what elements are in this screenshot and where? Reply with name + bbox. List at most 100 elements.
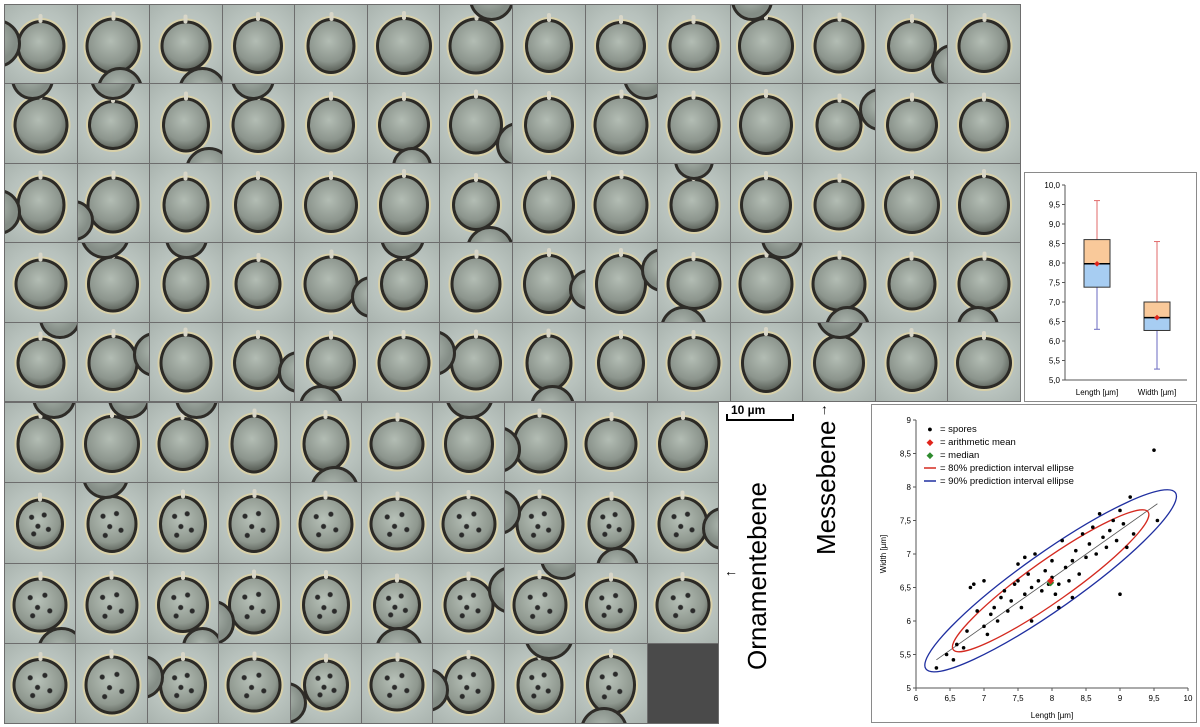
spore-image-tile [576, 483, 647, 563]
spore-image [443, 655, 495, 714]
scatter-y-tick-label: 6,5 [900, 584, 912, 593]
scatter-point [985, 632, 990, 637]
scatter-ellipse-80 [951, 509, 1150, 653]
spore-image [16, 176, 66, 234]
spore-image [740, 176, 793, 233]
scatter-point [982, 624, 986, 629]
spore-image [160, 20, 212, 72]
spore-image [230, 414, 278, 474]
scatter-point [944, 652, 949, 657]
spore-image-tile [433, 563, 504, 643]
spore-image [228, 575, 281, 635]
boxplot-upper-box [1083, 239, 1111, 265]
scatter-y-tick-label: 7,5 [900, 517, 912, 526]
scatter-point [972, 582, 976, 586]
scatter-point [934, 666, 939, 670]
scatter-point [1152, 448, 1156, 452]
spore-image-tile [803, 5, 875, 84]
spore-image [303, 255, 359, 313]
spore-image-tile [585, 84, 658, 163]
spore-image-tile [440, 243, 512, 322]
spore-image [515, 495, 565, 553]
scatter-y-tick-label: 6 [907, 617, 912, 626]
scatter-point [1006, 609, 1010, 613]
boxplot-lower-box [1083, 263, 1111, 288]
spore-image-tile [150, 84, 222, 163]
scatter-point [955, 642, 959, 647]
spore-image-tile [948, 243, 1020, 322]
spore-image-tile [295, 163, 367, 243]
boxplot-y-tick-label: 8,5 [1049, 240, 1061, 249]
neighbor-spore-image [444, 403, 494, 419]
spore-image [88, 100, 139, 151]
spore-image [157, 417, 209, 472]
spore-image [16, 498, 65, 550]
spore-image [373, 579, 422, 631]
spore-image [16, 337, 66, 389]
spore-image-tile [147, 643, 219, 723]
spore-image-tile [5, 163, 77, 243]
spore-image-tile [585, 163, 658, 243]
spore-image [226, 657, 282, 713]
spore-image [667, 96, 721, 154]
spore-image-tile [658, 322, 730, 401]
spore-image [369, 658, 425, 712]
spore-image [593, 175, 649, 234]
spore-image-tile [875, 322, 948, 401]
scatter-point [1121, 522, 1126, 526]
spore-image-tile [219, 403, 290, 483]
spore-image [741, 333, 792, 394]
spore-image-tile [576, 643, 647, 723]
spore-image-tile [803, 243, 875, 322]
scatter-point [1084, 555, 1088, 560]
spore-image [668, 20, 720, 71]
spore-image-tile [647, 403, 718, 483]
spore-image-tile [290, 403, 361, 483]
scatter-x-tick-label: 8 [1050, 694, 1055, 703]
scatter-point [1057, 605, 1061, 610]
spore-image-tile [730, 84, 803, 163]
boxplot-y-tick-label: 5,0 [1049, 376, 1061, 385]
scatter-point [1029, 585, 1034, 590]
scatter-y-tick-label: 8 [907, 483, 912, 492]
scatter-point [1033, 552, 1037, 556]
scatter-point [1029, 619, 1034, 623]
spore-image-tile [147, 403, 219, 483]
spore-image-tile [730, 322, 803, 401]
spore-image-tile [948, 163, 1020, 243]
legend-marker-swatch: ● [927, 424, 932, 434]
spore-image [452, 178, 501, 231]
scatter-regression-line [936, 503, 1158, 661]
spore-image [158, 495, 207, 553]
neighbor-spore-image [165, 243, 209, 260]
scatter-point [1040, 589, 1044, 593]
spore-image-tile [77, 84, 150, 163]
spore-image [523, 97, 574, 154]
scatter-point [1002, 589, 1007, 593]
scatter-point [1012, 582, 1017, 586]
spore-image [161, 97, 210, 153]
spore-image-tile [512, 84, 585, 163]
spore-image-tile [948, 322, 1020, 401]
spore-image [512, 575, 568, 634]
spore-image-tile [875, 163, 948, 243]
spore-image [522, 176, 575, 234]
spore-image [14, 258, 68, 310]
boxplot-mean-marker [1094, 260, 1100, 267]
scatter-x-tick-label: 7,5 [1012, 694, 1024, 703]
spore-image-tile [367, 243, 440, 322]
spore-image [887, 257, 937, 311]
spore-image [813, 179, 865, 231]
spore-image-tile [76, 483, 147, 563]
spore-image [957, 18, 1011, 73]
scatter-point [1118, 508, 1122, 513]
spore-image [162, 177, 210, 233]
spore-image-tile [150, 163, 222, 243]
spore-image [307, 97, 356, 153]
spore-image-tile [362, 643, 433, 723]
spore-image [886, 19, 937, 72]
spore-image [306, 336, 357, 390]
scatter-point [1016, 579, 1020, 583]
spore-image [587, 497, 635, 551]
ornamentebene-label: Ornamentebene [742, 482, 772, 670]
